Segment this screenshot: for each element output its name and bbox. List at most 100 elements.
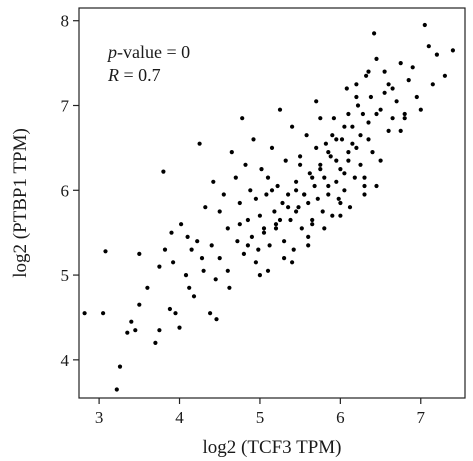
data-point (229, 150, 234, 155)
data-point (310, 217, 315, 223)
data-point (334, 137, 339, 142)
data-point (257, 213, 262, 218)
data-point (430, 82, 435, 87)
y-axis-title: log2 (PTBP1 TPM) (10, 128, 31, 278)
data-point (201, 268, 206, 273)
data-point (328, 154, 333, 159)
data-point (217, 209, 222, 214)
data-point (318, 167, 323, 172)
data-point (402, 111, 407, 117)
data-point (326, 192, 331, 197)
data-point (354, 145, 359, 150)
data-point (366, 69, 371, 74)
data-point (338, 213, 343, 218)
data-point (245, 243, 250, 248)
data-point (342, 171, 347, 176)
data-point (362, 183, 367, 189)
data-point (358, 162, 363, 167)
data-point (237, 222, 242, 227)
data-point (277, 217, 283, 223)
data-point (235, 239, 240, 244)
data-point (261, 226, 267, 231)
data-point (382, 90, 387, 95)
data-point (442, 73, 447, 78)
data-point (370, 150, 375, 155)
data-point (378, 158, 383, 163)
data-point (125, 330, 130, 335)
data-point (374, 183, 379, 189)
data-point (346, 150, 351, 155)
data-point (117, 364, 123, 369)
data-point (209, 243, 214, 248)
data-point (306, 243, 311, 248)
data-point (240, 116, 245, 121)
data-point (171, 260, 176, 265)
data-point (450, 48, 455, 53)
data-point (145, 285, 150, 290)
data-point (314, 145, 319, 150)
data-point (336, 196, 341, 201)
data-point (315, 196, 320, 201)
data-point (195, 239, 200, 244)
data-point (137, 302, 142, 307)
data-point (153, 340, 158, 345)
data-point (294, 179, 299, 184)
x-tick-label: 3 (95, 408, 104, 427)
data-point (103, 249, 108, 254)
data-point (354, 94, 359, 100)
data-point (114, 387, 119, 392)
data-point (269, 188, 275, 193)
data-point (326, 183, 331, 189)
data-point (386, 128, 391, 133)
data-point (346, 158, 351, 163)
data-point (288, 217, 293, 223)
x-tick-label: 7 (417, 408, 426, 427)
data-point (249, 234, 254, 239)
data-point (173, 311, 178, 316)
y-tick-label: 7 (61, 97, 70, 116)
data-point (330, 133, 335, 138)
data-point (273, 226, 279, 231)
data-point (290, 260, 295, 265)
data-point (225, 226, 230, 231)
data-point (390, 86, 395, 91)
data-point (374, 56, 379, 62)
data-point (330, 213, 335, 218)
data-point (406, 78, 411, 83)
x-axis-ticks: 3 4 5 6 7 (95, 398, 426, 427)
data-point (203, 205, 208, 210)
data-point (322, 226, 327, 231)
data-point (208, 311, 213, 316)
data-point (374, 111, 379, 117)
data-point (294, 209, 299, 214)
x-axis-title: log2 (TCF3 TPM) (202, 437, 341, 458)
data-point (360, 111, 365, 117)
data-point (211, 179, 216, 184)
data-point (269, 145, 275, 150)
data-point (179, 222, 184, 227)
data-point (133, 328, 138, 333)
data-point (338, 167, 343, 172)
plot-frame (78, 7, 466, 399)
data-point (253, 196, 258, 201)
data-point (291, 247, 296, 252)
data-point (259, 167, 264, 172)
data-point (282, 239, 287, 244)
pvalue-symbol: p (106, 42, 117, 62)
r-symbol: R (107, 65, 119, 85)
data-point (199, 256, 205, 261)
data-point (318, 116, 323, 121)
data-point (302, 192, 307, 197)
data-point (267, 243, 272, 248)
data-point (418, 107, 423, 112)
data-point (265, 175, 271, 180)
data-point (318, 162, 323, 167)
data-point (342, 124, 347, 129)
data-point (256, 247, 261, 252)
data-point (350, 124, 355, 129)
r-text: = 0.7 (119, 65, 161, 85)
data-point (426, 44, 431, 49)
pvalue-text: -value = 0 (117, 42, 190, 62)
data-point (298, 162, 303, 167)
data-point (304, 133, 309, 138)
